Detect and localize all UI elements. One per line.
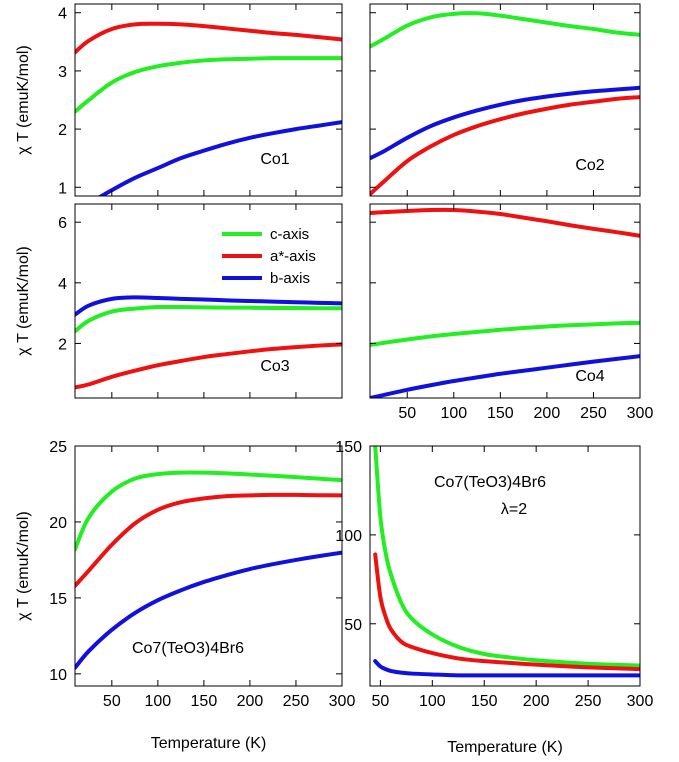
annotation-co2: Co2	[575, 157, 604, 174]
xtick-label-co7: 200	[237, 693, 264, 710]
ytick-label-co1: 4	[58, 6, 67, 23]
panel-co4: 50 100 150 200 250 300 Co4	[369, 203, 654, 422]
ytick-label-co7-lambda: 50	[344, 617, 362, 634]
xtick-label-co7: 300	[329, 693, 356, 710]
xtick-label-co7-lambda: 50	[371, 693, 389, 710]
series-co7-a*-axis	[75, 492, 342, 588]
series-co7-b-axis	[75, 550, 342, 670]
ylabel-co3: χ T (emuK/mol)	[15, 246, 32, 355]
ytick-label-co7-lambda: 100	[335, 528, 362, 545]
xtick-label-co7-lambda: 250	[575, 693, 602, 710]
xtick-label-co4: 250	[580, 405, 607, 422]
plot-frame-co7	[74, 445, 343, 687]
series-co7-c-axis	[75, 470, 342, 552]
xtick-label-co7-lambda: 300	[627, 693, 654, 710]
ytick-label-co1: 3	[58, 64, 67, 81]
ytick-label-co3: 4	[58, 276, 67, 293]
xtick-label-co7: 250	[283, 693, 310, 710]
panel-co2: Co2	[369, 3, 641, 197]
annotation2-co7-lambda: λ=2	[501, 501, 527, 518]
xtick-label-co4: 50	[398, 405, 416, 422]
xtick-label-co4: 200	[534, 405, 561, 422]
legend-label-c-axis: c-axis	[270, 226, 309, 243]
legend-label-a*-axis: a*-axis	[270, 248, 316, 265]
annotation-co7: Co7(TeO3)4Br6	[132, 640, 244, 657]
series-co1-a*-axis	[75, 21, 342, 55]
series-co7-lambda-a*-axis	[373, 552, 640, 672]
xtick-label-co4: 150	[487, 405, 514, 422]
ylabel-co7: χ T (emuK/mol)	[15, 511, 32, 620]
ytick-label-co3: 6	[58, 215, 67, 232]
ytick-label-co7-lambda: 150	[335, 439, 362, 456]
xtick-label-co7: 150	[191, 693, 218, 710]
ytick-label-co7: 25	[49, 439, 67, 456]
series-co3-c-axis	[75, 304, 342, 334]
annotation-co1: Co1	[260, 151, 289, 168]
series-co2-c-axis	[370, 11, 640, 49]
annotation-co4: Co4	[575, 368, 604, 385]
series-co1-c-axis	[75, 56, 342, 114]
xtick-label-co4: 300	[627, 405, 654, 422]
xlabel-co7-lambda: Temperature (K)	[447, 739, 563, 756]
ylabel-co1: χ T (emuK/mol)	[15, 45, 32, 154]
series-co2-a*-axis	[370, 95, 640, 196]
legend-label-b-axis: b-axis	[270, 270, 310, 287]
series-co3-a*-axis	[75, 342, 342, 390]
panel-co7: 10 15 20 25 50 100 150 200 250 300 χ T (emuK/mol) T…	[15, 439, 355, 752]
ytick-label-co7: 15	[49, 591, 67, 608]
xtick-label-co7-lambda: 200	[523, 693, 550, 710]
plot-frame-co2	[369, 3, 641, 197]
series-co7-lambda-b-axis	[373, 659, 640, 678]
ytick-label-co7: 10	[49, 667, 67, 684]
xtick-label-co7-lambda: 100	[419, 693, 446, 710]
panel-co1: 1 2 3 4 χ T (emuK/mol) Co1	[15, 3, 343, 197]
plot-frame-co3	[74, 203, 343, 399]
series-co7-lambda-c-axis	[373, 446, 640, 668]
xtick-label-co4: 100	[440, 405, 467, 422]
plot-frame-co1	[74, 3, 343, 197]
xtick-label-co7-lambda: 150	[471, 693, 498, 710]
xtick-label-co7: 50	[103, 693, 121, 710]
panel-co3: 2 4 6 χ T (emuK/mol) Co3	[15, 203, 343, 399]
legend: c-axis a*-axis b-axis	[222, 226, 316, 287]
ytick-label-co3: 2	[58, 336, 67, 353]
annotation-co7-lambda: Co7(TeO3)4Br6	[434, 474, 546, 491]
plot-frame-co4	[369, 203, 641, 399]
xlabel-co7: Temperature (K)	[151, 735, 267, 752]
ytick-label-co7: 20	[49, 515, 67, 532]
series-co4-b-axis	[370, 354, 640, 398]
annotation-co3: Co3	[260, 358, 289, 375]
ytick-label-co1: 2	[58, 122, 67, 139]
series-co4-a*-axis	[370, 207, 640, 238]
series-co1-b-axis	[97, 120, 342, 196]
xtick-label-co7: 100	[145, 693, 172, 710]
plot-frame-co7-lambda	[369, 445, 641, 687]
ytick-label-co1: 1	[58, 180, 67, 197]
panel-co7-lambda: 50 100 150 50 100 150 200 250 300 Temperature (K)…	[335, 439, 653, 756]
series-co3-b-axis	[75, 295, 342, 317]
series-co4-c-axis	[370, 320, 640, 347]
series-co2-b-axis	[370, 85, 640, 161]
